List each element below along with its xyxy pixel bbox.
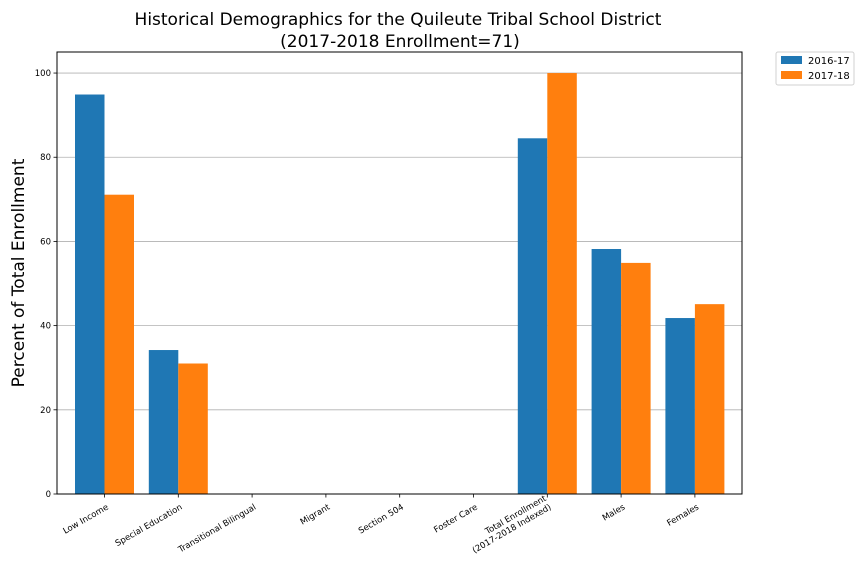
- x-axis: Low Income Special EducationTransitional …: [62, 494, 702, 556]
- bar-2017-18: [621, 262, 651, 494]
- bar-2017-18: [104, 194, 134, 494]
- x-tick-label: Section 504: [357, 503, 406, 537]
- y-tick-label: 100: [35, 69, 51, 79]
- legend-swatch: [781, 71, 802, 79]
- x-tick-label-group: Total Enrollment(2017-2018 Indexed): [471, 494, 553, 556]
- x-tick-label-group: Migrant: [299, 502, 333, 527]
- x-tick-label-group: Males: [601, 502, 628, 523]
- bar-2016-17: [75, 94, 105, 495]
- x-tick-label-group: Section 504: [357, 503, 406, 537]
- bar-2016-17: [148, 350, 179, 494]
- x-tick-label: Foster Care: [432, 503, 479, 536]
- bar-2016-17: [665, 318, 695, 494]
- legend-label: 2017-18: [808, 71, 850, 82]
- bars: [75, 73, 725, 495]
- y-tick-label: 0: [46, 490, 51, 500]
- y-tick-label: 60: [40, 237, 51, 247]
- bar-2016-17: [591, 249, 622, 494]
- y-tick-label: 20: [40, 406, 51, 416]
- x-tick-label-group: Females: [665, 502, 701, 529]
- bar-2017-18: [178, 363, 208, 494]
- chart-subtitle: (2017-2018 Enrollment=71): [280, 32, 520, 52]
- bar-2017-18: [547, 73, 577, 495]
- y-axis: 0 20 40 60 80 100: [35, 69, 57, 500]
- bar-2017-18: [694, 304, 725, 494]
- y-tick-label: 40: [40, 322, 51, 332]
- legend-label: 2016-17: [808, 56, 850, 67]
- chart-title: Historical Demographics for the Quileute…: [135, 10, 662, 30]
- legend: 2016-17 2017-18: [775, 51, 855, 86]
- x-tick-label-group: Transitional Bilingual: [176, 503, 258, 556]
- x-tick-label: Migrant: [299, 502, 333, 527]
- bar-2016-17: [517, 138, 548, 495]
- legend-swatch: [781, 56, 802, 64]
- x-tick-label-group: Low Income: [62, 503, 111, 537]
- x-tick-label: Males: [601, 502, 628, 523]
- y-tick-label: 80: [40, 153, 51, 163]
- x-tick-label-group: Foster Care: [432, 503, 479, 536]
- x-tick-label: Transitional Bilingual: [176, 503, 258, 556]
- x-tick-label-group: Special Education: [114, 503, 185, 549]
- x-tick-label: Females: [665, 502, 701, 529]
- y-axis-label: Percent of Total Enrollment: [9, 158, 29, 387]
- x-tick-label: Special Education: [114, 503, 185, 549]
- x-tick-label: Low Income: [62, 503, 111, 537]
